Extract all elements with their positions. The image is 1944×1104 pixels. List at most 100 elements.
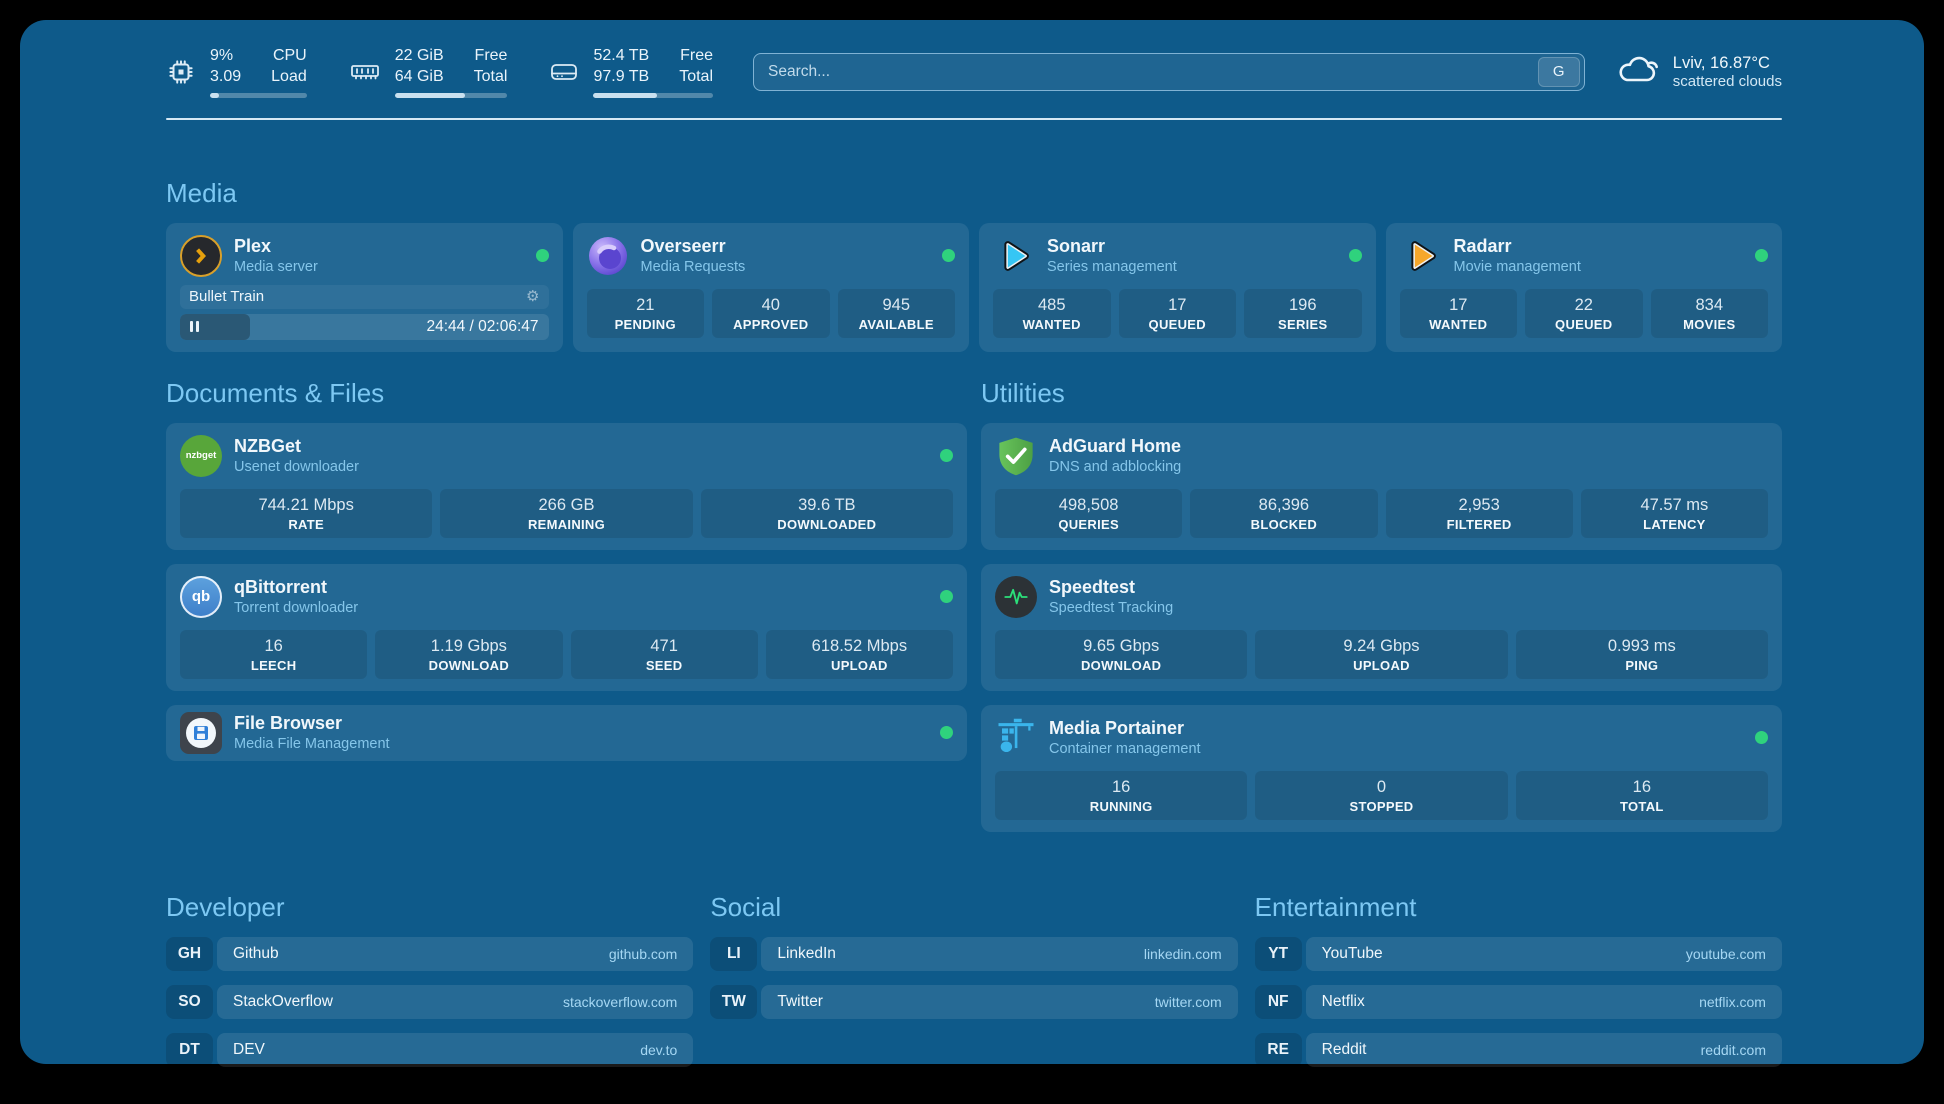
nzbget-icon: nzbget bbox=[180, 434, 222, 477]
service-name: Radarr bbox=[1453, 236, 1512, 257]
stat-latency: 47.57 ms LATENCY bbox=[1580, 488, 1768, 538]
status-dot bbox=[1348, 249, 1362, 263]
dashboard-panel: 9% 3.09 CPU Load bbox=[20, 20, 1924, 1067]
service-name: Plex bbox=[234, 236, 272, 257]
cloud-icon bbox=[1615, 51, 1661, 92]
ram-icon bbox=[349, 58, 381, 86]
stat-running: 16 RUNNING bbox=[995, 770, 1248, 820]
filebrowser-icon bbox=[180, 711, 222, 754]
bookmark-youtube[interactable]: YT YouTube youtube.com bbox=[1254, 936, 1782, 971]
stat-upload: 618.52 Mbps UPLOAD bbox=[765, 629, 953, 679]
weather-widget: Lviv, 16.87°C scattered clouds bbox=[1615, 51, 1782, 92]
search-input[interactable] bbox=[768, 62, 1538, 81]
bookmark-name: StackOverflow bbox=[233, 992, 333, 1010]
cpu-percent: 9% bbox=[210, 47, 234, 64]
ram-free-label: Free bbox=[474, 47, 508, 64]
status-dot bbox=[1755, 249, 1768, 263]
service-description: Series management bbox=[1047, 258, 1177, 275]
settings-icon[interactable]: ⚙ bbox=[526, 288, 540, 306]
service-card-qbittorrent[interactable]: qb qBittorrent Torrent downloader 16 LEE… bbox=[166, 563, 967, 691]
bookmark-domain: dev.to bbox=[640, 1041, 678, 1058]
stat-rate: 744.21 Mbps RATE bbox=[180, 488, 433, 538]
disk-progress-bar bbox=[593, 92, 713, 98]
service-card-filebrowser[interactable]: File Browser Media File Management bbox=[166, 704, 967, 761]
bookmark-domain: reddit.com bbox=[1700, 1041, 1766, 1058]
section-title-social: Social bbox=[710, 891, 782, 922]
bookmark-reddit[interactable]: RE Reddit reddit.com bbox=[1254, 1032, 1782, 1067]
service-card-speedtest[interactable]: Speedtest Speedtest Tracking 9.65 Gbps D… bbox=[981, 563, 1782, 691]
stat-blocked: 86,396 BLOCKED bbox=[1190, 488, 1378, 538]
status-dot bbox=[1755, 731, 1768, 745]
disk-total: 97.9 TB bbox=[593, 67, 650, 85]
service-description: Speedtest Tracking bbox=[1049, 599, 1174, 616]
system-stats: 9% 3.09 CPU Load bbox=[166, 46, 713, 98]
bookmark-github[interactable]: GH Github github.com bbox=[166, 936, 694, 971]
service-name: File Browser bbox=[234, 713, 343, 734]
bookmark-stackoverflow[interactable]: SO StackOverflow stackoverflow.com bbox=[166, 984, 694, 1019]
bookmark-abbr: TW bbox=[710, 984, 758, 1019]
stat-downloaded: 39.6 TB DOWNLOADED bbox=[700, 488, 953, 538]
stat-filtered: 2,953 FILTERED bbox=[1385, 488, 1573, 538]
stat-download: 9.65 Gbps DOWNLOAD bbox=[995, 629, 1248, 679]
bookmark-domain: linkedin.com bbox=[1143, 945, 1222, 962]
service-description: Movie management bbox=[1453, 258, 1581, 275]
playback-progress-bar: 24:44 / 02:06:47 bbox=[180, 313, 549, 340]
cpu-loadavg: 3.09 bbox=[210, 67, 242, 85]
bookmark-abbr: RE bbox=[1254, 1032, 1302, 1067]
service-card-radarr[interactable]: Radarr Movie management 17 WANTED 22 QUE… bbox=[1385, 222, 1782, 352]
service-name: Sonarr bbox=[1047, 236, 1106, 257]
bookmark-dev[interactable]: DT DEV dev.to bbox=[166, 1032, 694, 1067]
pause-icon[interactable] bbox=[190, 321, 199, 333]
search-bar: G bbox=[753, 52, 1585, 91]
playback-time: 24:44 / 02:06:47 bbox=[426, 317, 539, 335]
search-provider-button[interactable]: G bbox=[1537, 56, 1580, 87]
stat-ping: 0.993 ms PING bbox=[1515, 629, 1768, 679]
bookmark-name: Reddit bbox=[1321, 1040, 1367, 1058]
service-description: Container management bbox=[1049, 740, 1201, 757]
section-title-media: Media bbox=[166, 177, 237, 208]
status-dot bbox=[940, 726, 953, 740]
service-card-portainer[interactable]: Media Portainer Container management 16 … bbox=[981, 704, 1782, 832]
disk-free: 52.4 TB bbox=[593, 47, 650, 64]
stat-wanted: 485 WANTED bbox=[993, 288, 1111, 338]
section-title-developer: Developer bbox=[166, 891, 285, 922]
cpu-progress-bar bbox=[210, 92, 307, 98]
bookmark-name: DEV bbox=[233, 1040, 265, 1058]
service-description: Media Requests bbox=[640, 258, 746, 275]
bookmark-netflix[interactable]: NF Netflix netflix.com bbox=[1254, 984, 1782, 1019]
stat-approved: 40 APPROVED bbox=[712, 288, 830, 338]
bookmark-abbr: LI bbox=[710, 936, 758, 971]
service-card-nzbget[interactable]: nzbget NZBGet Usenet downloader 744.21 M… bbox=[166, 422, 967, 550]
service-card-adguard[interactable]: AdGuard Home DNS and adblocking 498,508 … bbox=[981, 422, 1782, 550]
disk-total-label: Total bbox=[679, 67, 713, 85]
now-playing-row: Bullet Train ⚙ bbox=[180, 284, 549, 309]
service-name: Media Portainer bbox=[1049, 718, 1185, 739]
cpu-load-label: Load bbox=[271, 67, 307, 85]
service-description: Torrent downloader bbox=[234, 599, 359, 616]
now-playing-title: Bullet Train bbox=[189, 288, 265, 306]
qbittorrent-icon: qb bbox=[180, 575, 222, 618]
stat-stopped: 0 STOPPED bbox=[1255, 770, 1508, 820]
speedtest-icon bbox=[995, 575, 1037, 618]
stat-pending: 21 PENDING bbox=[586, 288, 704, 338]
bookmark-name: YouTube bbox=[1321, 944, 1383, 962]
stat-remaining: 266 GB REMAINING bbox=[440, 488, 693, 538]
disk-icon bbox=[549, 58, 579, 86]
ram-total: 64 GiB bbox=[394, 67, 444, 85]
bookmark-linkedin[interactable]: LI LinkedIn linkedin.com bbox=[710, 936, 1238, 971]
stat-upload: 9.24 Gbps UPLOAD bbox=[1255, 629, 1508, 679]
ram-total-label: Total bbox=[473, 67, 508, 85]
bookmark-abbr: GH bbox=[166, 936, 213, 971]
service-card-overseerr[interactable]: Overseerr Media Requests 21 PENDING 40 A… bbox=[572, 222, 969, 352]
bookmark-domain: github.com bbox=[608, 945, 678, 962]
ram-free: 22 GiB bbox=[394, 47, 444, 64]
stat-queries: 498,508 QUERIES bbox=[995, 488, 1183, 538]
bookmark-twitter[interactable]: TW Twitter twitter.com bbox=[710, 984, 1238, 1019]
stat-queued: 17 QUEUED bbox=[1118, 288, 1236, 338]
bookmark-domain: youtube.com bbox=[1685, 945, 1766, 962]
service-card-sonarr[interactable]: Sonarr Series management 485 WANTED 17 Q… bbox=[979, 222, 1376, 352]
memory-stat: 22 GiB 64 GiB Free Total bbox=[349, 46, 508, 98]
service-card-plex[interactable]: Plex Media server Bullet Train ⚙ 24:44 /… bbox=[166, 222, 563, 352]
bookmark-domain: twitter.com bbox=[1154, 993, 1222, 1010]
service-description: Usenet downloader bbox=[234, 458, 359, 475]
